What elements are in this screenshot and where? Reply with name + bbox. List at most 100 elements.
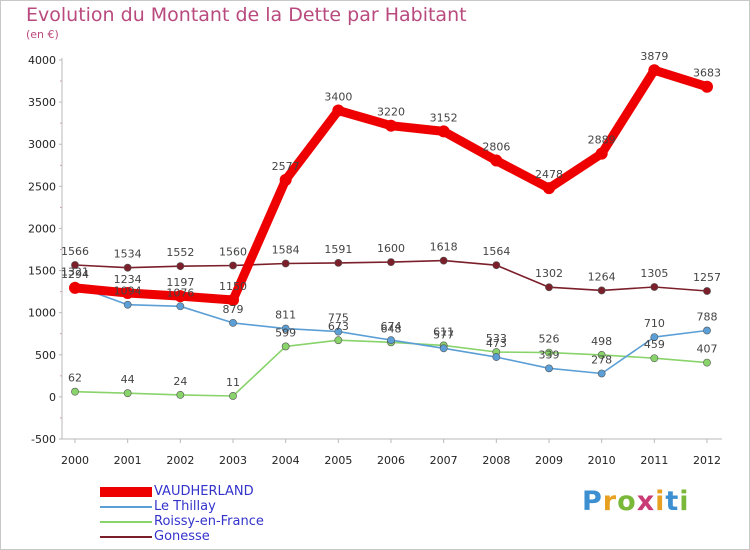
- data-point: [121, 286, 134, 299]
- data-point: [490, 154, 503, 167]
- data-label: 3220: [377, 106, 405, 119]
- series-le-thillay: [71, 281, 711, 378]
- data-label: 2577: [272, 160, 300, 173]
- x-tick-label: 2007: [430, 454, 458, 467]
- data-label: 1618: [430, 241, 458, 254]
- x-tick-label: 2003: [219, 454, 247, 467]
- data-label: 611: [433, 325, 454, 338]
- data-point: [281, 342, 290, 351]
- data-label: 1094: [114, 285, 142, 298]
- data-point: [595, 147, 608, 160]
- data-label: 407: [697, 343, 718, 356]
- data-label: 788: [697, 311, 718, 324]
- data-point: [437, 125, 450, 138]
- legend: VAUDHERLAND Le Thillay Roissy-en-France Gon…: [100, 484, 400, 544]
- data-point: [543, 182, 555, 195]
- y-tick-label: 1000: [28, 307, 56, 320]
- data-labels-layer: 1566 1534 1552 1560 1584 1591 1600 1618 1564 1302…: [61, 50, 721, 389]
- data-point: [332, 104, 345, 117]
- legend-label: Gonesse: [154, 529, 210, 544]
- data-label: 1234: [114, 273, 142, 286]
- data-label: 2478: [535, 168, 563, 181]
- data-point: [227, 294, 239, 307]
- data-point: [703, 287, 711, 295]
- data-point: [281, 324, 290, 333]
- data-point: [176, 390, 185, 399]
- data-point: [281, 259, 290, 268]
- data-point: [439, 256, 448, 265]
- series-vaudherland: [69, 64, 713, 307]
- data-point: [69, 281, 81, 294]
- data-label: 1552: [166, 246, 194, 259]
- data-label: 3879: [640, 50, 668, 63]
- data-point: [385, 119, 397, 132]
- data-label: 811: [275, 309, 296, 322]
- data-point: [701, 80, 713, 93]
- legend-swatch: [100, 521, 152, 523]
- data-point: [545, 283, 553, 292]
- data-label: 278: [591, 353, 612, 366]
- data-point: [71, 387, 79, 396]
- data-label: 533: [486, 332, 507, 345]
- legend-item: Le Thillay: [100, 499, 400, 514]
- y-tick-label: 0: [49, 391, 56, 404]
- data-label: 674: [381, 320, 402, 333]
- y-tick-label: 4000: [28, 54, 56, 67]
- data-point: [123, 389, 132, 398]
- y-tick-label: 2000: [28, 222, 56, 235]
- series-layer: [69, 64, 713, 400]
- data-point: [650, 333, 659, 341]
- y-tick-label: -500: [31, 433, 56, 446]
- chart-axes: -500 0 500 1000 1500 2000 2500 3000 3500 4000 2000…: [28, 54, 722, 467]
- data-label: 498: [591, 335, 612, 348]
- data-label: 1197: [166, 276, 194, 289]
- data-label: 1560: [219, 246, 247, 259]
- data-label: 775: [328, 312, 349, 325]
- data-label: 879: [223, 303, 244, 316]
- legend-swatch: [100, 536, 152, 538]
- x-tick-label: 2008: [482, 454, 510, 467]
- data-point: [545, 348, 553, 357]
- data-point: [545, 364, 553, 373]
- data-label: 1257: [693, 271, 721, 284]
- data-point: [334, 327, 343, 336]
- data-point: [229, 261, 237, 270]
- data-label: 44: [121, 373, 135, 386]
- x-tick-label: 2010: [588, 454, 616, 467]
- data-label: 526: [539, 333, 560, 346]
- legend-label: VAUDHERLAND: [154, 484, 254, 499]
- x-tick-label: 2001: [114, 454, 142, 467]
- legend-label: Roissy-en-France: [154, 514, 264, 529]
- data-point: [71, 261, 79, 269]
- data-label: 1294: [61, 268, 89, 281]
- data-label: 339: [539, 348, 560, 361]
- data-label: 3152: [430, 111, 458, 124]
- data-label: 459: [644, 338, 665, 351]
- data-point: [229, 318, 237, 327]
- data-label: 577: [433, 328, 454, 341]
- x-tick-label: 2009: [535, 454, 563, 467]
- data-label: 1591: [324, 243, 352, 256]
- x-tick-label: 2005: [324, 454, 352, 467]
- y-tick-label: 3000: [28, 138, 56, 151]
- data-point: [597, 369, 606, 378]
- proxiti-logo: Proxiti: [582, 486, 690, 517]
- data-label: 710: [644, 317, 665, 330]
- data-label: 1584: [272, 243, 300, 256]
- legend-item: VAUDHERLAND: [100, 484, 400, 499]
- data-label: 673: [328, 320, 349, 333]
- data-point: [650, 283, 659, 291]
- x-tick-label: 2000: [61, 454, 89, 467]
- data-label: 1076: [166, 286, 194, 299]
- data-point: [279, 173, 292, 186]
- logo-letter: o: [617, 486, 637, 517]
- data-label: 1600: [377, 242, 405, 255]
- data-point: [174, 290, 187, 303]
- logo-letter: i: [655, 486, 666, 517]
- series-gonesse: [71, 256, 711, 295]
- y-tick-label: 2500: [28, 180, 56, 193]
- data-point: [492, 353, 501, 361]
- data-point: [334, 258, 343, 267]
- data-point: [334, 336, 343, 345]
